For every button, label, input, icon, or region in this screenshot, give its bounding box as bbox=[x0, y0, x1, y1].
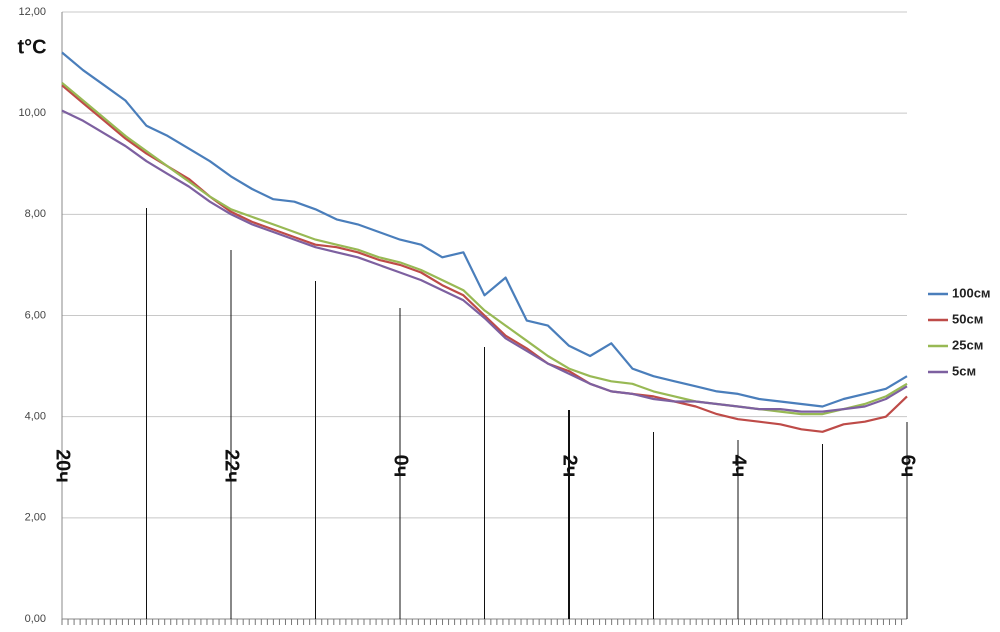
y-tick-label: 2,00 bbox=[25, 512, 46, 524]
legend-label: 100см bbox=[952, 285, 991, 300]
legend-label: 25см bbox=[952, 337, 983, 352]
x-tick-label: 2ч bbox=[559, 455, 581, 478]
y-axis-label: t°C bbox=[17, 36, 46, 58]
x-tick-label: 6ч bbox=[897, 455, 919, 478]
y-tick-label: 0,00 bbox=[25, 613, 46, 625]
x-tick-label: 20ч bbox=[52, 449, 74, 483]
y-tick-label: 12,00 bbox=[18, 6, 46, 18]
x-tick-label: 0ч bbox=[390, 455, 412, 478]
y-tick-label: 10,00 bbox=[18, 107, 46, 119]
y-tick-label: 4,00 bbox=[25, 411, 46, 423]
series-line bbox=[61, 51, 908, 408]
y-tick-label: 6,00 bbox=[25, 309, 46, 321]
legend-label: 50см bbox=[952, 311, 983, 326]
legend-label: 5см bbox=[952, 363, 976, 378]
series-line bbox=[61, 109, 908, 413]
x-tick-label: 4ч bbox=[728, 455, 750, 478]
x-tick-label: 22ч bbox=[221, 449, 243, 483]
y-tick-label: 8,00 bbox=[25, 208, 46, 220]
